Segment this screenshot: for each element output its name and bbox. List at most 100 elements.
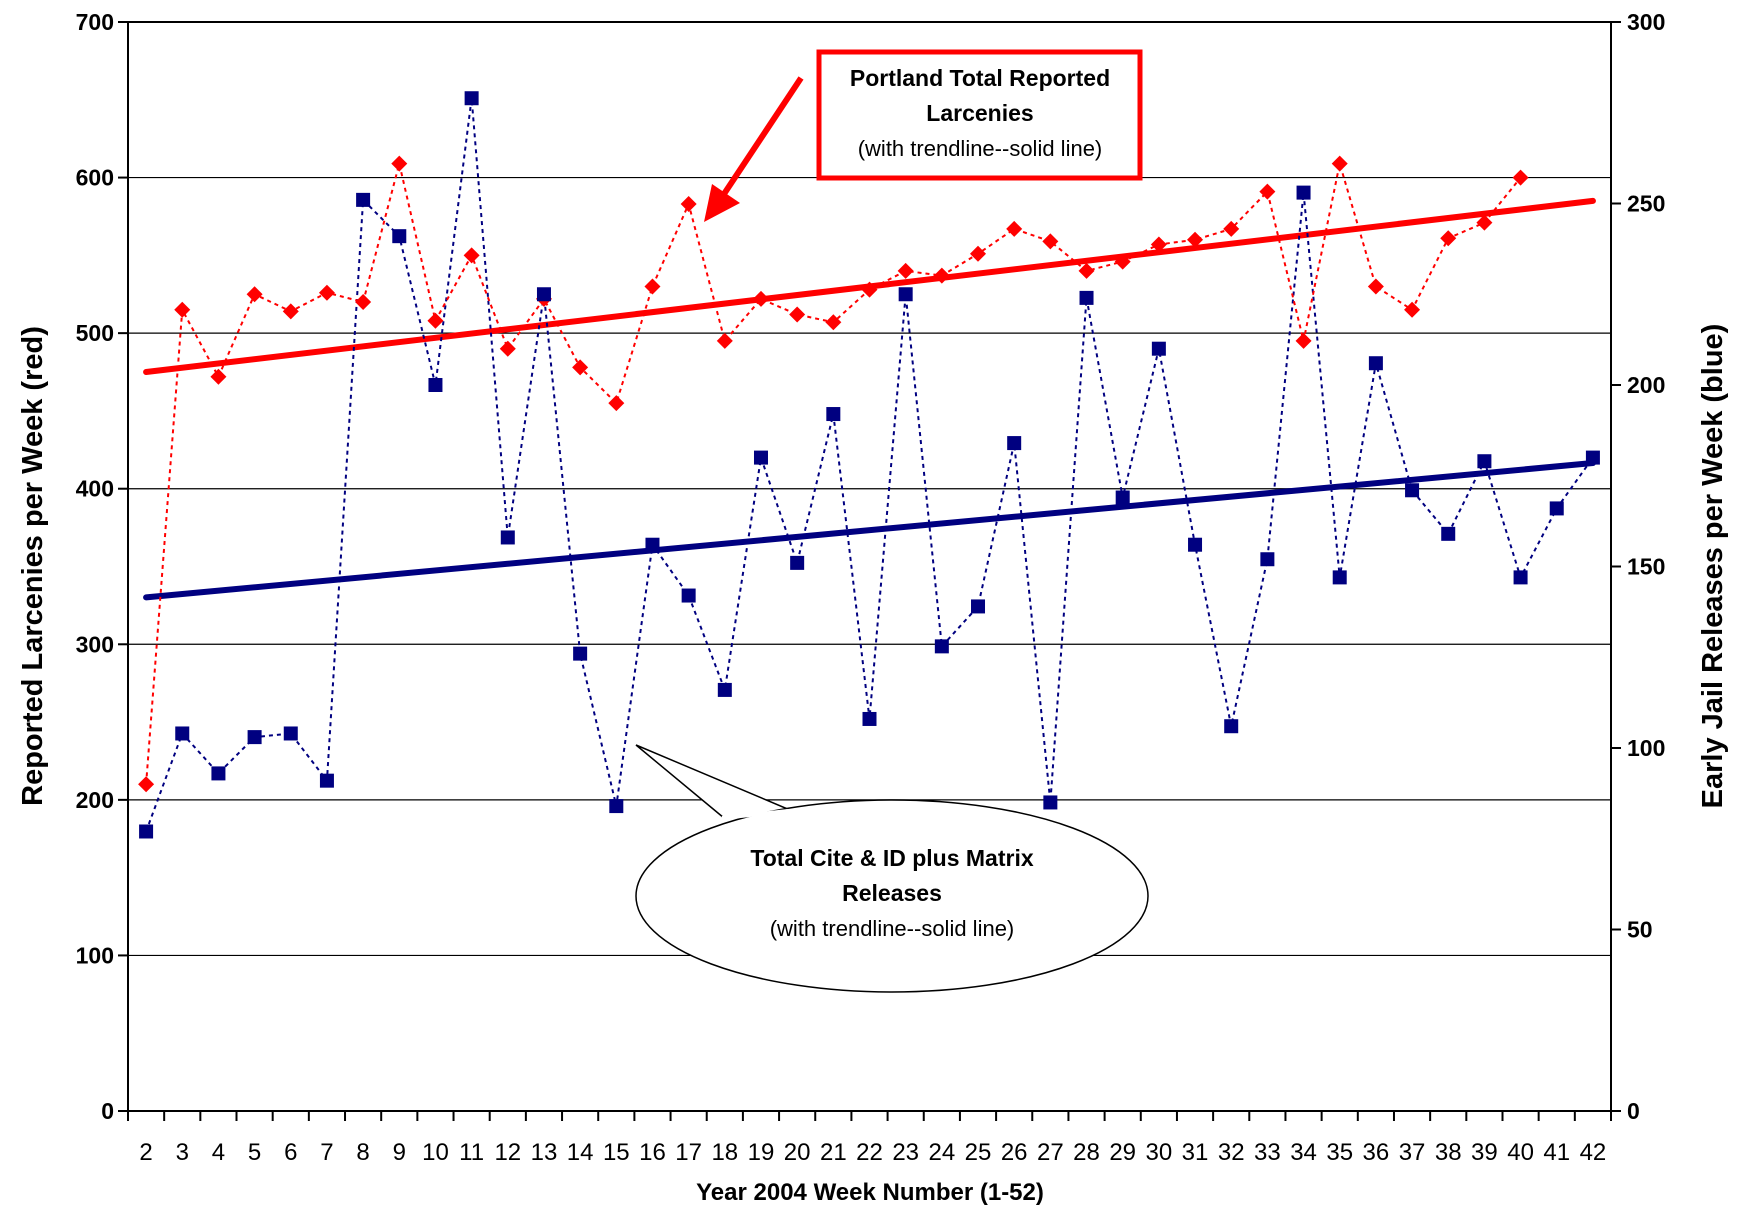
x-tick-label: 39 bbox=[1471, 1139, 1498, 1166]
callout-box bbox=[816, 49, 1143, 181]
x-tick-label: 35 bbox=[1326, 1139, 1353, 1166]
larcenies-callout: Portland Total Reported Larcenies (with … bbox=[704, 49, 1143, 222]
series-point bbox=[752, 290, 769, 307]
left-tick-label: 200 bbox=[76, 787, 114, 813]
right-axis-title: Early Jail Releases per Week (blue) bbox=[1697, 324, 1729, 809]
bubble-line1: Total Cite & ID plus Matrix bbox=[750, 845, 1033, 871]
x-tick-label: 27 bbox=[1037, 1139, 1064, 1166]
series-point bbox=[464, 91, 479, 106]
x-tick-label: 25 bbox=[965, 1139, 992, 1166]
series-point bbox=[753, 450, 768, 465]
right-tick-label: 0 bbox=[1627, 1098, 1640, 1124]
series-point bbox=[247, 730, 262, 745]
x-tick-label: 11 bbox=[459, 1139, 484, 1166]
series-point bbox=[499, 340, 516, 357]
right-tick-label: 100 bbox=[1627, 735, 1665, 761]
series-point bbox=[318, 284, 335, 301]
series-point bbox=[138, 776, 155, 793]
series-point bbox=[644, 278, 661, 295]
trendlines bbox=[143, 197, 1596, 601]
series-point bbox=[174, 301, 191, 318]
left-tick-label: 400 bbox=[76, 476, 114, 502]
series-point bbox=[1512, 169, 1529, 186]
x-tick-label: 8 bbox=[356, 1139, 369, 1166]
series-point bbox=[609, 799, 624, 814]
x-tick-label: 10 bbox=[422, 1139, 449, 1166]
x-tick-label: 23 bbox=[892, 1139, 919, 1166]
series-point bbox=[1114, 253, 1131, 270]
callout-line1: Portland Total Reported bbox=[850, 65, 1110, 91]
x-axis-ticks: 2 3 4 5 6 7 8 9 10 11 12 13 14 15 16 17 18 19 20 21 22 23 24 25… bbox=[127, 1111, 1612, 1166]
x-tick-label: 7 bbox=[320, 1139, 333, 1166]
series-point bbox=[1260, 552, 1275, 567]
series-point bbox=[1476, 214, 1493, 231]
x-tick-label: 32 bbox=[1218, 1139, 1245, 1166]
series-point bbox=[861, 281, 878, 298]
series-point bbox=[139, 824, 154, 839]
series-point bbox=[934, 639, 949, 654]
series-point bbox=[1188, 537, 1203, 552]
bubble-line2: Releases bbox=[842, 880, 942, 906]
series-point bbox=[573, 646, 588, 661]
series-point bbox=[1007, 436, 1022, 451]
x-tick-label: 6 bbox=[284, 1139, 297, 1166]
series-point bbox=[716, 332, 733, 349]
x-tick-label: 24 bbox=[928, 1139, 955, 1166]
right-axis-ticks: 0 50 100 150 200 250 300 bbox=[1611, 9, 1665, 1124]
callout-line3: (with trendline--solid line) bbox=[858, 136, 1103, 161]
series-point bbox=[1585, 450, 1600, 465]
series-point bbox=[1079, 290, 1094, 305]
x-tick-label: 28 bbox=[1073, 1139, 1100, 1166]
series-point bbox=[210, 368, 227, 385]
series-line-0 bbox=[145, 163, 1522, 785]
bubble-tail bbox=[635, 744, 793, 819]
x-tick-label: 17 bbox=[675, 1139, 702, 1166]
x-tick-label: 21 bbox=[820, 1139, 847, 1166]
x-tick-label: 3 bbox=[176, 1139, 189, 1166]
series-point bbox=[717, 682, 732, 697]
left-tick-label: 500 bbox=[76, 320, 114, 346]
series-point bbox=[1223, 220, 1240, 237]
series-point bbox=[1296, 185, 1311, 200]
series-point bbox=[355, 294, 372, 311]
x-tick-label: 16 bbox=[639, 1139, 666, 1166]
series-point bbox=[572, 359, 589, 376]
bubble-line3: (with trendline--solid line) bbox=[770, 916, 1015, 941]
series-point bbox=[1078, 262, 1095, 279]
x-tick-label: 13 bbox=[531, 1139, 558, 1166]
x-tick-label: 19 bbox=[748, 1139, 775, 1166]
x-tick-label: 31 bbox=[1182, 1139, 1209, 1166]
series-point bbox=[175, 726, 190, 741]
series-point bbox=[1404, 301, 1421, 318]
series-point bbox=[428, 378, 443, 392]
series-point bbox=[862, 711, 877, 726]
x-tick-label: 9 bbox=[393, 1139, 406, 1166]
series-point bbox=[825, 314, 842, 331]
x-tick-label: 18 bbox=[711, 1139, 738, 1166]
right-tick-label: 150 bbox=[1627, 554, 1665, 580]
series-point bbox=[392, 229, 407, 244]
callout-line2: Larcenies bbox=[926, 100, 1033, 126]
series-point bbox=[1513, 570, 1528, 585]
series-point bbox=[1150, 236, 1167, 253]
series-point bbox=[1151, 341, 1166, 356]
x-tick-label: 12 bbox=[494, 1139, 521, 1166]
x-tick-label: 33 bbox=[1254, 1139, 1281, 1166]
series-point bbox=[283, 726, 298, 741]
series-point bbox=[790, 555, 805, 570]
series-point bbox=[1440, 230, 1457, 247]
series-point bbox=[1332, 570, 1347, 585]
series-point bbox=[463, 247, 480, 264]
x-tick-label: 36 bbox=[1363, 1139, 1390, 1166]
series-point bbox=[1295, 332, 1312, 349]
x-tick-label: 41 bbox=[1543, 1139, 1570, 1166]
x-tick-label: 42 bbox=[1580, 1139, 1607, 1166]
series-point bbox=[1187, 231, 1204, 248]
series-point bbox=[391, 155, 408, 172]
series-point bbox=[1259, 183, 1276, 200]
series-point bbox=[1441, 526, 1456, 541]
series-point bbox=[319, 773, 334, 788]
left-axis-ticks: 0 100 200 300 400 500 600 700 bbox=[76, 9, 128, 1124]
series-point bbox=[645, 537, 660, 552]
series-point bbox=[897, 262, 914, 279]
